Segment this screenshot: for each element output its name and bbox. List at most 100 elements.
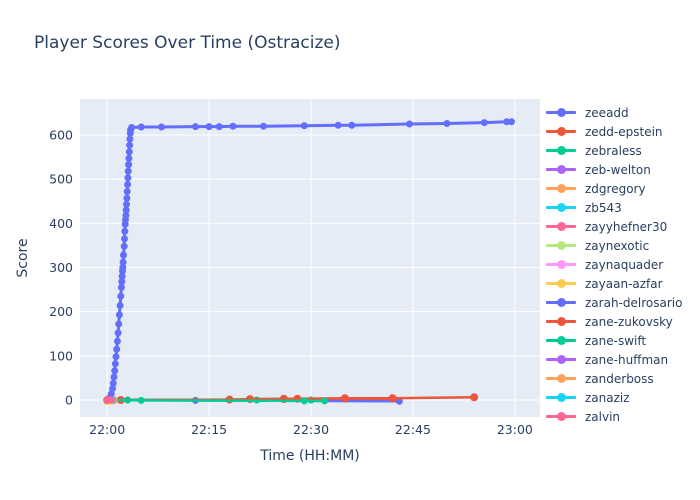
series-marker-zeeadd[interactable] — [443, 120, 451, 127]
series-marker-zeeadd[interactable] — [109, 385, 117, 392]
series-marker-zeeadd[interactable] — [123, 188, 131, 195]
series-marker-zeeadd[interactable] — [192, 123, 199, 131]
series-marker-zalvin[interactable] — [107, 396, 115, 404]
series-marker-zeeadd[interactable] — [119, 258, 127, 266]
legend-item-zayyhefner30[interactable]: zayyhefner30 — [546, 217, 698, 236]
series-marker-zeeadd[interactable] — [115, 311, 123, 319]
series-marker-zeeadd[interactable] — [120, 251, 127, 259]
y-tick-label: 600 — [49, 127, 73, 142]
series-marker-zeeadd[interactable] — [126, 135, 134, 143]
series-marker-zane-swift[interactable] — [137, 396, 145, 404]
series-marker-zeeadd[interactable] — [123, 200, 130, 208]
legend-item-zb543[interactable]: zb543 — [546, 198, 698, 217]
series-marker-zane-zukovsky[interactable] — [341, 394, 349, 403]
chart-title: Player Scores Over Time (Ostracize) — [34, 33, 341, 53]
legend-item-zanaziz[interactable]: zanaziz — [546, 388, 698, 407]
series-marker-zeeadd[interactable] — [118, 272, 126, 280]
legend-line-dot-icon — [546, 241, 576, 250]
series-marker-zeeadd[interactable] — [125, 148, 133, 156]
series-marker-zeeadd[interactable] — [107, 390, 115, 398]
legend-item-zayaan-azfar[interactable]: zayaan-azfar — [546, 274, 698, 293]
x-tick-label: 22:00 — [89, 422, 125, 437]
series-marker-zeeadd[interactable] — [116, 302, 124, 309]
legend-label: zeeadd — [585, 105, 629, 120]
series-marker-zeeadd[interactable] — [120, 242, 128, 250]
series-marker-zeeadd[interactable] — [137, 123, 145, 131]
series-marker-zeeadd[interactable] — [300, 122, 308, 130]
series-marker-zane-swift[interactable] — [300, 397, 308, 405]
series-marker-zeeadd[interactable] — [348, 121, 356, 129]
y-tick-label: 400 — [49, 216, 73, 231]
legend-item-zdgregory[interactable]: zdgregory — [546, 179, 698, 198]
legend-line-dot-icon — [546, 374, 576, 383]
series-marker-zeeadd[interactable] — [126, 141, 134, 149]
series-marker-zeeadd[interactable] — [111, 360, 119, 368]
series-marker-zeeadd[interactable] — [125, 154, 133, 162]
series-marker-zeeadd[interactable] — [112, 353, 120, 361]
legend-item-zarah-delrosario[interactable]: zarah-delrosario — [546, 293, 698, 312]
series-marker-zeeadd[interactable] — [480, 119, 488, 127]
series-marker-zeeadd[interactable] — [125, 161, 133, 169]
series-marker-zeeadd[interactable] — [109, 379, 117, 387]
series-marker-zeeadd[interactable] — [121, 227, 129, 235]
series-marker-zeeadd[interactable] — [122, 206, 130, 214]
legend-item-zaynexotic[interactable]: zaynexotic — [546, 236, 698, 255]
legend-line-dot-icon — [546, 393, 576, 402]
plot-background[interactable] — [80, 99, 540, 417]
series-marker-zeeadd[interactable] — [113, 337, 121, 345]
legend-line-dot-icon — [546, 146, 576, 155]
legend-item-zeeadd[interactable]: zeeadd — [546, 103, 698, 122]
series-marker-zane-zukovsky[interactable] — [470, 393, 479, 402]
series-marker-zeeadd[interactable] — [117, 283, 125, 291]
legend-item-zeb-welton[interactable]: zeb-welton — [546, 160, 698, 179]
series-marker-zeeadd[interactable] — [114, 329, 122, 337]
legend-item-zanderboss[interactable]: zanderboss — [546, 369, 698, 388]
legend-item-zane-huffman[interactable]: zane-huffman — [546, 350, 698, 369]
legend-line-dot-icon — [546, 355, 576, 364]
series-marker-zeeadd[interactable] — [205, 123, 213, 131]
series-marker-zeeadd[interactable] — [111, 367, 119, 375]
series-line-zane-swift[interactable] — [107, 398, 325, 403]
legend-label: zane-huffman — [585, 352, 669, 367]
legend-item-zane-swift[interactable]: zane-swift — [546, 331, 698, 350]
series-marker-zeeadd[interactable] — [118, 278, 126, 286]
legend-line-dot-icon — [546, 108, 576, 117]
series-marker-zeeadd[interactable] — [124, 181, 132, 188]
legend-line-dot-icon — [546, 412, 576, 421]
series-marker-zeeadd[interactable] — [508, 118, 515, 126]
legend-item-zaynaquader[interactable]: zaynaquader — [546, 255, 698, 274]
legend-item-zebraless[interactable]: zebraless — [546, 141, 698, 160]
y-tick-label: 500 — [49, 172, 73, 187]
series-marker-zarah-delrosario[interactable] — [395, 397, 403, 405]
series-marker-zeeadd[interactable] — [123, 194, 131, 202]
series-marker-zeeadd[interactable] — [119, 264, 127, 271]
series-marker-zeeadd[interactable] — [128, 124, 136, 131]
x-tick-label: 22:30 — [293, 422, 329, 437]
legend-line-dot-icon — [546, 260, 576, 269]
series-marker-zeeadd[interactable] — [334, 121, 342, 129]
series-marker-zeeadd[interactable] — [124, 167, 132, 175]
series-marker-zeeadd[interactable] — [229, 122, 237, 130]
legend: zeeadd zedd-epstein zebraless zeb-welton zdg… — [546, 103, 698, 422]
series-marker-zeeadd[interactable] — [110, 373, 118, 381]
series-marker-zeeadd[interactable] — [117, 292, 125, 300]
series-marker-zeeadd[interactable] — [158, 123, 165, 131]
legend-item-zedd-epstein[interactable]: zedd-epstein — [546, 122, 698, 141]
series-marker-zeeadd[interactable] — [121, 235, 128, 243]
series-marker-zeeadd[interactable] — [503, 118, 511, 126]
series-marker-zeeadd[interactable] — [124, 174, 132, 182]
series-marker-zane-swift[interactable] — [321, 397, 329, 405]
legend-line-dot-icon — [546, 184, 576, 193]
series-marker-zane-zukovsky[interactable] — [388, 394, 397, 403]
series-marker-zeeadd[interactable] — [113, 345, 121, 353]
series-marker-zeeadd[interactable] — [406, 120, 413, 128]
legend-item-zalvin[interactable]: zalvin — [546, 407, 698, 422]
legend-item-zane-zukovsky[interactable]: zane-zukovsky — [546, 312, 698, 331]
legend-line-dot-icon — [546, 298, 576, 307]
series-marker-zeeadd[interactable] — [215, 123, 223, 131]
series-marker-zeeadd[interactable] — [260, 122, 267, 130]
y-tick-label: 0 — [65, 392, 73, 407]
series-marker-zeeadd[interactable] — [115, 320, 123, 328]
series-marker-zeeadd[interactable] — [122, 211, 130, 219]
